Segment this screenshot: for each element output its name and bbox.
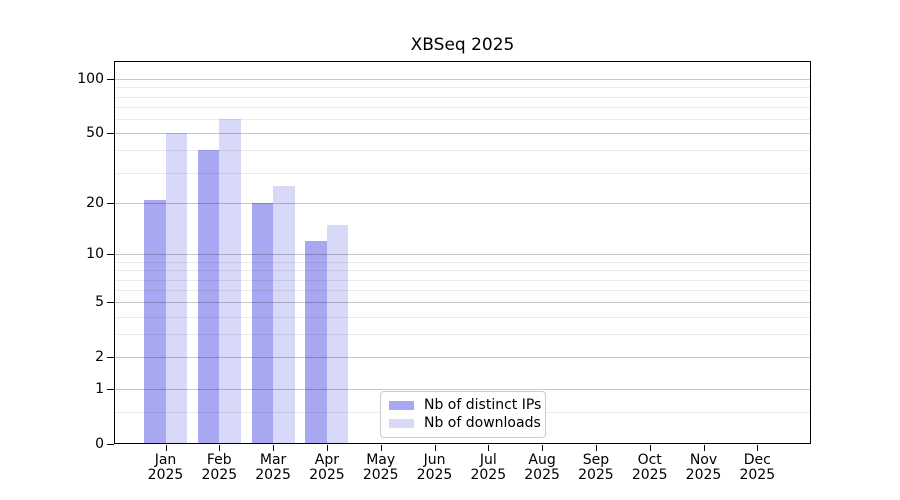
y-tick-label-50: 50 xyxy=(86,125,104,142)
x-tick-mark-jul xyxy=(488,445,490,451)
y-tick-mark-50 xyxy=(107,133,114,135)
bar-downloads-mar xyxy=(273,186,295,444)
x-tick-mark-jan xyxy=(165,445,167,451)
legend-swatch-downloads xyxy=(389,419,414,428)
x-tick-mark-dec xyxy=(757,445,759,451)
x-tick-label-jan: Jan 2025 xyxy=(147,452,184,483)
y-tick-label-2: 2 xyxy=(95,349,104,366)
x-tick-label-mar: Mar 2025 xyxy=(255,452,291,483)
y-tick-label-5: 5 xyxy=(95,294,104,311)
y-tick-label-20: 20 xyxy=(86,195,104,212)
y-tick-mark-100 xyxy=(107,79,114,81)
x-tick-label-oct: Oct 2025 xyxy=(631,452,668,483)
bar-distinct-ips-jan xyxy=(144,199,166,444)
x-tick-label-dec: Dec 2025 xyxy=(739,452,776,483)
legend: Nb of distinct IPs Nb of downloads xyxy=(380,391,546,438)
x-tick-label-jun: Jun 2025 xyxy=(416,452,453,483)
bar-distinct-ips-feb xyxy=(197,150,220,444)
x-tick-mark-mar xyxy=(273,445,275,451)
bar-downloads-feb xyxy=(219,119,241,444)
x-tick-mark-feb xyxy=(219,445,221,451)
x-tick-mark-may xyxy=(380,445,382,451)
bars-layer xyxy=(114,61,811,444)
chart-title: XBSeq 2025 xyxy=(410,35,515,55)
x-tick-mark-nov xyxy=(703,445,705,451)
x-tick-label-aug: Aug 2025 xyxy=(524,452,560,483)
x-tick-mark-jun xyxy=(434,445,436,451)
x-tick-mark-sep xyxy=(595,445,597,451)
y-tick-mark-10 xyxy=(107,254,114,256)
x-tick-label-feb: Feb 2025 xyxy=(201,452,238,483)
legend-swatch-distinct-ips xyxy=(389,401,414,410)
x-tick-label-apr: Apr 2025 xyxy=(309,452,345,483)
bar-distinct-ips-apr xyxy=(305,241,327,444)
y-tick-label-100: 100 xyxy=(77,71,104,88)
legend-item-distinct-ips: Nb of distinct IPs xyxy=(389,398,541,413)
x-tick-label-sep: Sep 2025 xyxy=(578,452,614,483)
y-tick-mark-1 xyxy=(107,389,114,391)
x-tick-mark-apr xyxy=(326,445,328,451)
bar-distinct-ips-mar xyxy=(251,203,274,444)
x-tick-mark-oct xyxy=(649,445,651,451)
y-tick-mark-0 xyxy=(107,444,114,445)
x-tick-label-jul: Jul 2025 xyxy=(470,452,507,483)
y-tick-label-1: 1 xyxy=(95,381,104,398)
legend-item-downloads: Nb of downloads xyxy=(389,416,541,431)
legend-label-distinct-ips: Nb of distinct IPs xyxy=(424,397,542,413)
x-tick-label-may: May 2025 xyxy=(362,452,399,483)
y-tick-mark-20 xyxy=(107,203,114,205)
x-tick-mark-aug xyxy=(542,445,544,451)
legend-label-downloads: Nb of downloads xyxy=(424,415,541,431)
x-tick-label-nov: Nov 2025 xyxy=(685,452,722,483)
y-tick-mark-5 xyxy=(107,302,114,304)
y-tick-mark-2 xyxy=(107,357,114,359)
plot-area: Nb of distinct IPs Nb of downloads xyxy=(114,61,811,444)
y-tick-label-0: 0 xyxy=(95,436,104,452)
bar-downloads-apr xyxy=(326,224,349,444)
bar-downloads-jan xyxy=(165,133,187,444)
y-tick-label-10: 10 xyxy=(86,246,104,263)
